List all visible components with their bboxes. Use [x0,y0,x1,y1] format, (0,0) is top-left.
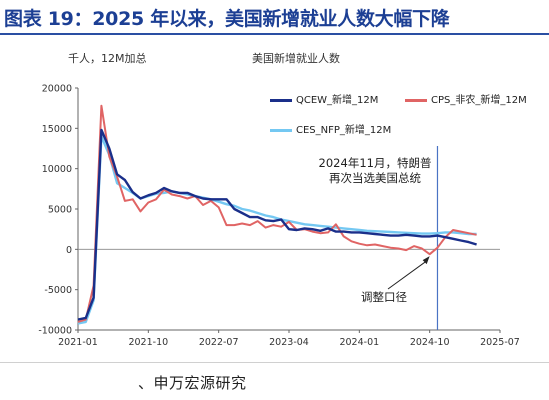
axes: -10000 -5000 0 5000 10000 15000 20000 2021-01 20… [38,84,520,349]
figure-title-bar: 图表 19：2025 年以来，美国新增就业人数大幅下降 [0,0,549,35]
series-layer [77,104,477,330]
adjust-arrow-shaft [387,259,428,290]
legend-label-cps: CPS_非农_新增_12M [431,95,527,106]
source-note: 、申万宏源研究 [138,374,247,392]
x-tick-label: 2021-01 [58,337,98,348]
y-tick-label: 10000 [42,164,72,175]
figure-title: 图表 19：2025 年以来，美国新增就业人数大幅下降 [4,8,450,30]
y-tick-label: -5000 [44,285,72,296]
y-tick-label: -10000 [38,326,72,337]
event-annotation-line2: 再次当选美国总统 [329,171,421,185]
x-tick-label: 2021-10 [128,337,168,348]
y-tick-label: 20000 [42,84,72,95]
adjust-arrow-head [422,256,430,265]
adjust-arrow [387,256,430,290]
y-tick-label: 15000 [42,124,72,135]
source-divider [0,362,549,363]
legend-swatch-qcew [270,98,292,102]
x-tick-label: 2023-04 [269,337,309,348]
series-line-cps [77,104,477,323]
x-tick-label: 2024-10 [410,337,450,348]
series-line-qcew [77,128,477,321]
title-underline [0,33,549,35]
y-tick-label: 0 [66,245,72,256]
event-annotation: 2024年11月，特朗普 再次当选美国总统 [295,156,455,186]
chart-title: 美国新增就业人数 [252,52,340,65]
legend-swatch-ces [270,128,292,132]
legend-item-qcew: QCEW_新增_12M [270,91,378,106]
x-tick-label: 2024-01 [339,337,379,348]
y-tick-label: 5000 [48,205,72,216]
x-tick-label: 2022-07 [199,337,239,348]
legend-swatch-cps [405,98,427,102]
x-tick-label: 2025-07 [480,337,520,348]
legend-label-qcew: QCEW_新增_12M [296,95,379,106]
unit-label: 千人，12M加总 [68,52,147,65]
legend-item-ces: CES_NFP_新增_12M [270,121,391,136]
event-annotation-line1: 2024年11月，特朗普 [318,156,432,170]
adjust-annotation: 调整口径 [361,290,407,304]
legend-item-cps: CPS_非农_新增_12M [405,91,527,106]
legend-label-ces: CES_NFP_新增_12M [296,125,392,136]
